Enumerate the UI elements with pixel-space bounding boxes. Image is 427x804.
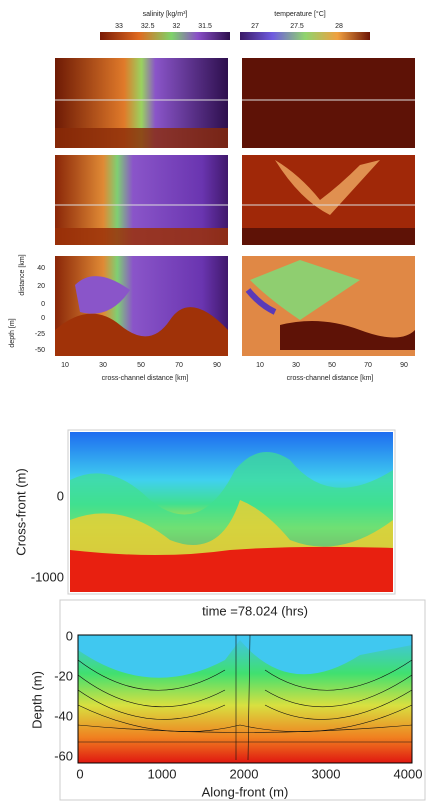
salinity-colorbar — [100, 32, 230, 40]
colorbar-tick-label: 32.5 — [141, 23, 155, 30]
y-tick-label: -40 — [54, 708, 73, 723]
x-tick-label: 70 — [175, 362, 183, 369]
x-tick-label: 4000 — [394, 766, 423, 781]
colorbar-tick-label: 31.5 — [198, 23, 212, 30]
temperature-colorbar — [240, 32, 370, 40]
temperature-blocks — [242, 58, 415, 356]
x-tick-label: 10 — [256, 362, 264, 369]
x-tick-label: 90 — [400, 362, 408, 369]
y-axis-label: distance [km] — [19, 254, 26, 295]
y-tick-label: -20 — [54, 668, 73, 683]
x-axis-label: cross-channel distance [km] — [287, 375, 374, 382]
y-tick-label: 0 — [41, 301, 45, 308]
salinity-blocks — [55, 58, 228, 356]
x-axis-label: cross-channel distance [km] — [102, 375, 189, 382]
x-tick-label: 3000 — [312, 766, 341, 781]
colorbar-title: salinity [kg/m³] — [143, 11, 188, 18]
plot-frame — [77, 634, 413, 764]
x-tick-label: 1000 — [148, 766, 177, 781]
x-tick-label: 2000 — [230, 766, 259, 781]
y-axis-label: Cross-front (m) — [13, 468, 28, 555]
x-tick-label: 30 — [292, 362, 300, 369]
colorbar-title: temperature [°C] — [274, 10, 325, 18]
x-axis-label: Along-front (m) — [202, 784, 289, 799]
y-tick-label: -50 — [35, 347, 45, 354]
x-tick-label: 50 — [137, 362, 145, 369]
x-tick-label: 0 — [76, 766, 83, 781]
y-tick-label: -25 — [35, 331, 45, 338]
x-tick-label: 90 — [213, 362, 221, 369]
y-axis-label: Depth (m) — [29, 671, 44, 729]
y-tick-label: -60 — [54, 748, 73, 763]
cross-front-field — [70, 432, 393, 592]
x-tick-label: 10 — [61, 362, 69, 369]
colorbar-tick-label: 32 — [173, 23, 181, 30]
y-tick-label: 40 — [37, 265, 45, 272]
x-tick-label: 50 — [328, 362, 336, 369]
depth-section-field — [77, 634, 413, 763]
colorbar-tick-label: 27.5 — [290, 23, 304, 30]
x-tick-label: 30 — [99, 362, 107, 369]
y-tick-label: 0 — [66, 628, 73, 643]
x-tick-label: 70 — [364, 362, 372, 369]
colorbar-tick-label: 33 — [115, 23, 123, 30]
y-tick-label: 0 — [41, 315, 45, 322]
y-axis-label: depth [m] — [9, 318, 16, 347]
y-tick-label: -1000 — [31, 569, 64, 584]
colorbar-tick-label: 28 — [335, 23, 343, 30]
colorbar-tick-label: 27 — [251, 23, 259, 30]
panel-title: time =78.024 (hrs) — [202, 603, 308, 618]
y-tick-label: 0 — [57, 488, 64, 503]
y-tick-label: 20 — [37, 283, 45, 290]
